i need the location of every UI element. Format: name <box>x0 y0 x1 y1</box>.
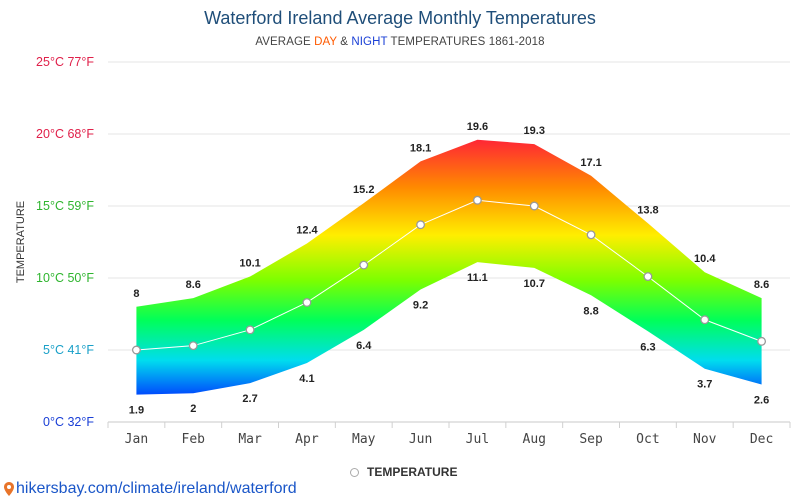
x-tick-label: Dec <box>750 432 773 447</box>
x-tick-label: Jan <box>125 432 148 447</box>
day-value-label: 8.6 <box>754 279 769 291</box>
y-tick-label: 20°C 68°F <box>36 127 94 141</box>
legend-label: TEMPERATURE <box>367 465 458 479</box>
night-value-label: 3.7 <box>697 379 712 391</box>
average-temperature-point <box>472 195 482 205</box>
x-tick-label: Nov <box>693 432 717 447</box>
subtitle-day: DAY <box>314 36 337 48</box>
y-tick-label: 5°C 41°F <box>43 343 94 357</box>
night-value-label: 10.7 <box>524 278 545 290</box>
day-value-label: 10.4 <box>694 253 716 265</box>
average-temperature-point <box>188 341 198 351</box>
average-temperature-line <box>136 199 762 351</box>
x-tick-label: Apr <box>295 432 319 447</box>
night-value-label: 1.9 <box>129 405 144 417</box>
y-tick-label: 15°C 59°F <box>36 199 94 213</box>
x-tick-label: Oct <box>636 432 659 447</box>
temperature-band-area <box>136 139 762 395</box>
source-link[interactable]: hikersbay.com/climate/ireland/waterford <box>4 480 297 498</box>
average-temperature-point <box>245 325 255 335</box>
night-value-label: 6.4 <box>356 340 372 352</box>
day-value-label: 8.6 <box>186 279 201 291</box>
y-tick-label: 0°C 32°F <box>43 415 94 429</box>
y-tick-label: 25°C 77°F <box>36 55 94 69</box>
night-value-label: 2.6 <box>754 395 769 407</box>
day-value-label: 19.3 <box>524 125 545 137</box>
night-value-label: 9.2 <box>413 300 428 312</box>
x-tick-label: Aug <box>523 432 546 447</box>
average-temperature-point <box>416 220 426 230</box>
night-value-label: 4.1 <box>299 373 314 385</box>
day-value-label: 12.4 <box>296 224 318 236</box>
subtitle-suffix: TEMPERATURES 1861-2018 <box>387 36 545 48</box>
day-value-label: 15.2 <box>353 184 374 196</box>
night-value-label: 8.8 <box>583 305 598 317</box>
average-temperature-point <box>302 298 312 307</box>
night-value-label: 2 <box>190 403 196 415</box>
subtitle-prefix: AVERAGE <box>255 36 315 48</box>
chart-title: Waterford Ireland Average Monthly Temper… <box>204 8 596 28</box>
x-tick-label: Mar <box>238 432 262 447</box>
x-tick-label: Sep <box>579 432 603 447</box>
day-value-label: 10.1 <box>239 258 260 270</box>
average-temperature-point <box>700 315 710 325</box>
average-temperature-point <box>529 201 539 211</box>
average-temperature-point <box>359 260 369 270</box>
chart-subtitle: AVERAGE DAY & NIGHT TEMPERATURES 1861-20… <box>0 36 800 48</box>
subtitle-amp: & <box>336 36 352 48</box>
legend-marker-icon <box>350 467 359 477</box>
y-tick-label: 10°C 50°F <box>36 271 94 285</box>
night-value-label: 11.1 <box>467 272 488 284</box>
x-tick-label: Jun <box>409 432 432 447</box>
average-temperature-point <box>131 345 141 355</box>
day-value-label: 13.8 <box>637 204 658 216</box>
night-value-label: 2.7 <box>242 393 257 405</box>
source-url: hikersbay.com/climate/ireland/waterford <box>16 480 297 497</box>
day-value-label: 19.6 <box>467 121 488 133</box>
day-value-label: 8 <box>133 288 139 300</box>
y-axis-title: TEMPERATURE <box>15 201 27 283</box>
average-temperature-point <box>643 272 653 282</box>
night-value-label: 6.3 <box>640 341 655 353</box>
x-tick-label: Feb <box>182 432 206 447</box>
subtitle-night: NIGHT <box>351 36 388 48</box>
x-tick-label: May <box>352 432 376 447</box>
average-temperature-point <box>757 336 767 346</box>
average-temperature-point <box>586 230 596 240</box>
day-value-label: 18.1 <box>410 142 431 154</box>
day-value-label: 17.1 <box>580 157 601 169</box>
map-pin-icon <box>4 482 14 496</box>
chart-legend[interactable]: TEMPERATURE <box>350 465 457 479</box>
x-tick-label: Jul <box>466 432 489 447</box>
